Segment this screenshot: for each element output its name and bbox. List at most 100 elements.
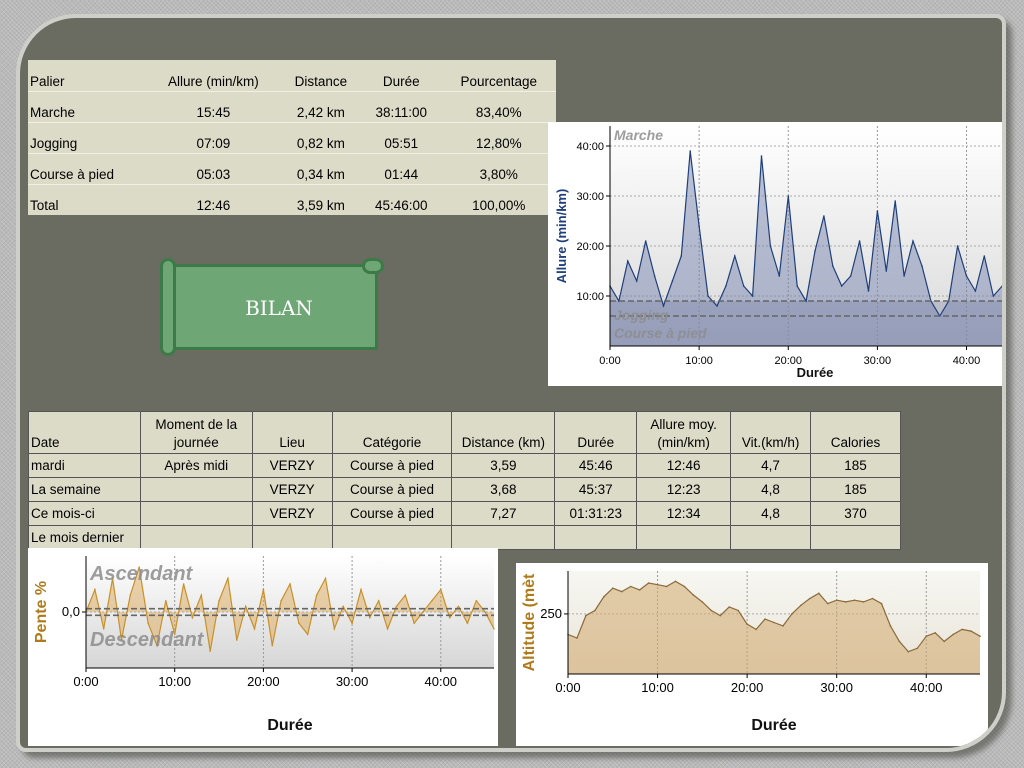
x-tick-label: 0:00 — [555, 680, 580, 695]
table-cell: 185 — [810, 477, 901, 502]
x-tick-label: 10:00 — [641, 680, 674, 695]
x-tick-label: 0:00 — [599, 355, 620, 367]
summary-table: Palier Allure (min/km) Distance Durée Pource… — [28, 60, 556, 215]
table-cell: Course à pied — [331, 477, 453, 502]
table-cell: Total — [30, 198, 59, 213]
data-point — [227, 577, 229, 580]
data-point — [880, 602, 883, 605]
data-point — [894, 200, 896, 202]
data-point — [342, 605, 345, 608]
data-point — [324, 577, 327, 580]
table-cell — [139, 501, 253, 526]
data-point — [475, 600, 478, 602]
data-point — [218, 600, 220, 602]
table-row: Jogging 07:09 0,82 km 05:51 12,80% — [28, 122, 556, 154]
data-point — [907, 650, 910, 653]
data-point — [921, 265, 923, 267]
table-cell: Course à pied — [331, 501, 453, 526]
data-point — [974, 290, 977, 292]
table-cell: 12:46 — [196, 198, 231, 213]
y-tick-label: 10:00 — [576, 291, 604, 303]
slope-chart: 0:00 10:00 20:00 30:00 40:00 0,0 Durée Pente % A… — [28, 548, 498, 746]
data-point — [849, 275, 852, 277]
data-point — [876, 210, 879, 212]
table-cell: 01:44 — [361, 153, 442, 185]
table-cell: 01:31:23 — [554, 501, 638, 526]
data-point — [360, 588, 362, 591]
table-cell: 185 — [810, 453, 901, 478]
data-point — [787, 195, 790, 197]
data-point — [689, 150, 691, 152]
column-header: Pourcentage — [441, 60, 556, 92]
x-tick-label: 30:00 — [820, 680, 853, 695]
data-point — [826, 602, 829, 605]
table-cell: 370 — [810, 501, 901, 526]
zone-label: Marche — [614, 127, 663, 143]
table-cell: 2,42 km — [280, 91, 362, 123]
data-point — [778, 275, 781, 277]
table-cell: 15:45 — [146, 91, 281, 123]
data-point — [773, 621, 775, 624]
data-point — [692, 594, 695, 596]
table-cell: 3,68 — [451, 477, 556, 502]
data-point — [298, 622, 300, 624]
series-area — [610, 151, 1002, 346]
zone-band — [610, 301, 1002, 346]
data-point — [970, 630, 972, 632]
table-cell: 05:51 — [361, 122, 442, 154]
data-point — [653, 275, 656, 277]
data-point — [823, 215, 825, 217]
data-point — [182, 583, 185, 585]
y-tick-label: 250 — [540, 606, 562, 621]
data-point — [746, 623, 748, 625]
table-cell: 0,82 km — [280, 122, 362, 154]
data-point — [674, 580, 677, 583]
data-point — [800, 604, 802, 607]
data-point — [395, 605, 398, 608]
table-cell — [331, 525, 453, 550]
column-header: Durée — [554, 411, 638, 454]
series-area — [568, 581, 980, 674]
table-cell: 38:11:00 — [361, 91, 442, 123]
y-tick-label: 0,0 — [62, 604, 80, 619]
table-cell — [139, 477, 253, 502]
pace-chart: 0:00 10:00 20:00 30:00 40:00 10:00 20:00 30:00 4… — [548, 122, 1002, 386]
data-point — [814, 250, 816, 252]
data-point — [943, 640, 945, 643]
x-tick-label: 0:00 — [73, 674, 98, 689]
table-cell: mardi — [28, 453, 141, 478]
x-tick-label: 10:00 — [158, 674, 191, 689]
data-point — [594, 609, 596, 612]
data-point — [707, 295, 709, 297]
column-header: Allure (min/km) — [146, 60, 281, 92]
zone-label: Descendant — [90, 629, 205, 651]
data-point — [351, 622, 353, 624]
data-point — [680, 255, 683, 257]
data-point — [627, 260, 629, 262]
data-point — [898, 640, 901, 643]
data-point — [925, 635, 928, 637]
data-point — [809, 597, 811, 600]
table-cell: VERZY — [251, 453, 333, 478]
data-point — [656, 583, 659, 586]
data-point — [147, 622, 149, 624]
table-cell: 12:46 — [636, 453, 732, 478]
data-point — [448, 616, 451, 619]
data-point — [413, 622, 416, 624]
table-cell: 05:03 — [146, 153, 281, 185]
table-cell: 83,40% — [441, 91, 556, 123]
column-header: Distance (km) — [451, 411, 556, 454]
data-point — [635, 280, 638, 282]
bilan-banner[interactable]: BILAN — [160, 258, 384, 358]
data-point — [671, 280, 674, 282]
data-point — [871, 597, 874, 600]
table-header-row: Palier Allure (min/km) Distance Durée Pource… — [28, 60, 556, 92]
[object SVGSVGElement]: Altitude (mèt — [521, 573, 538, 671]
data-point — [965, 275, 968, 277]
data-point — [603, 596, 605, 598]
table-cell — [554, 525, 638, 550]
data-point — [440, 588, 442, 591]
[object SVGSVGElement]: Allure (min/km) — [554, 189, 569, 284]
data-point — [858, 240, 861, 242]
data-point — [764, 618, 766, 620]
